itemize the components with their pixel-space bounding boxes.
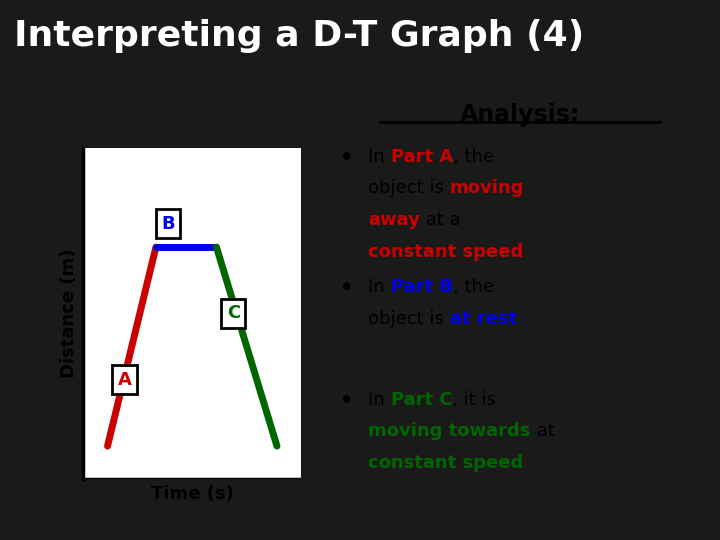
Text: B: B [161, 215, 175, 233]
Text: moving towards: moving towards [369, 422, 531, 440]
Y-axis label: Distance (m): Distance (m) [60, 249, 78, 378]
Text: Analysis:: Analysis: [460, 103, 580, 127]
Text: In: In [369, 279, 391, 296]
Text: •: • [341, 279, 354, 299]
Text: Interpreting a D-T Graph (4): Interpreting a D-T Graph (4) [14, 19, 585, 53]
Text: Part C: Part C [391, 390, 452, 409]
X-axis label: Time (s): Time (s) [150, 485, 234, 503]
Text: In: In [369, 390, 391, 409]
Text: •: • [341, 147, 354, 167]
Text: away: away [369, 211, 420, 229]
Text: at rest: at rest [450, 310, 517, 328]
Text: constant speed: constant speed [369, 243, 523, 261]
Text: object is: object is [369, 179, 450, 198]
Text: at a: at a [420, 211, 461, 229]
Text: , the: , the [453, 147, 494, 166]
Text: , the: , the [453, 279, 494, 296]
Text: A: A [117, 371, 131, 389]
Text: •: • [341, 390, 354, 410]
Text: C: C [227, 305, 240, 322]
Text: object is: object is [369, 310, 450, 328]
Text: , it is: , it is [452, 390, 496, 409]
Text: In: In [369, 147, 391, 166]
Text: constant speed: constant speed [369, 454, 523, 472]
Text: Part A: Part A [391, 147, 453, 166]
Text: moving: moving [450, 179, 524, 198]
Text: at: at [531, 422, 554, 440]
Text: Part B: Part B [391, 279, 453, 296]
